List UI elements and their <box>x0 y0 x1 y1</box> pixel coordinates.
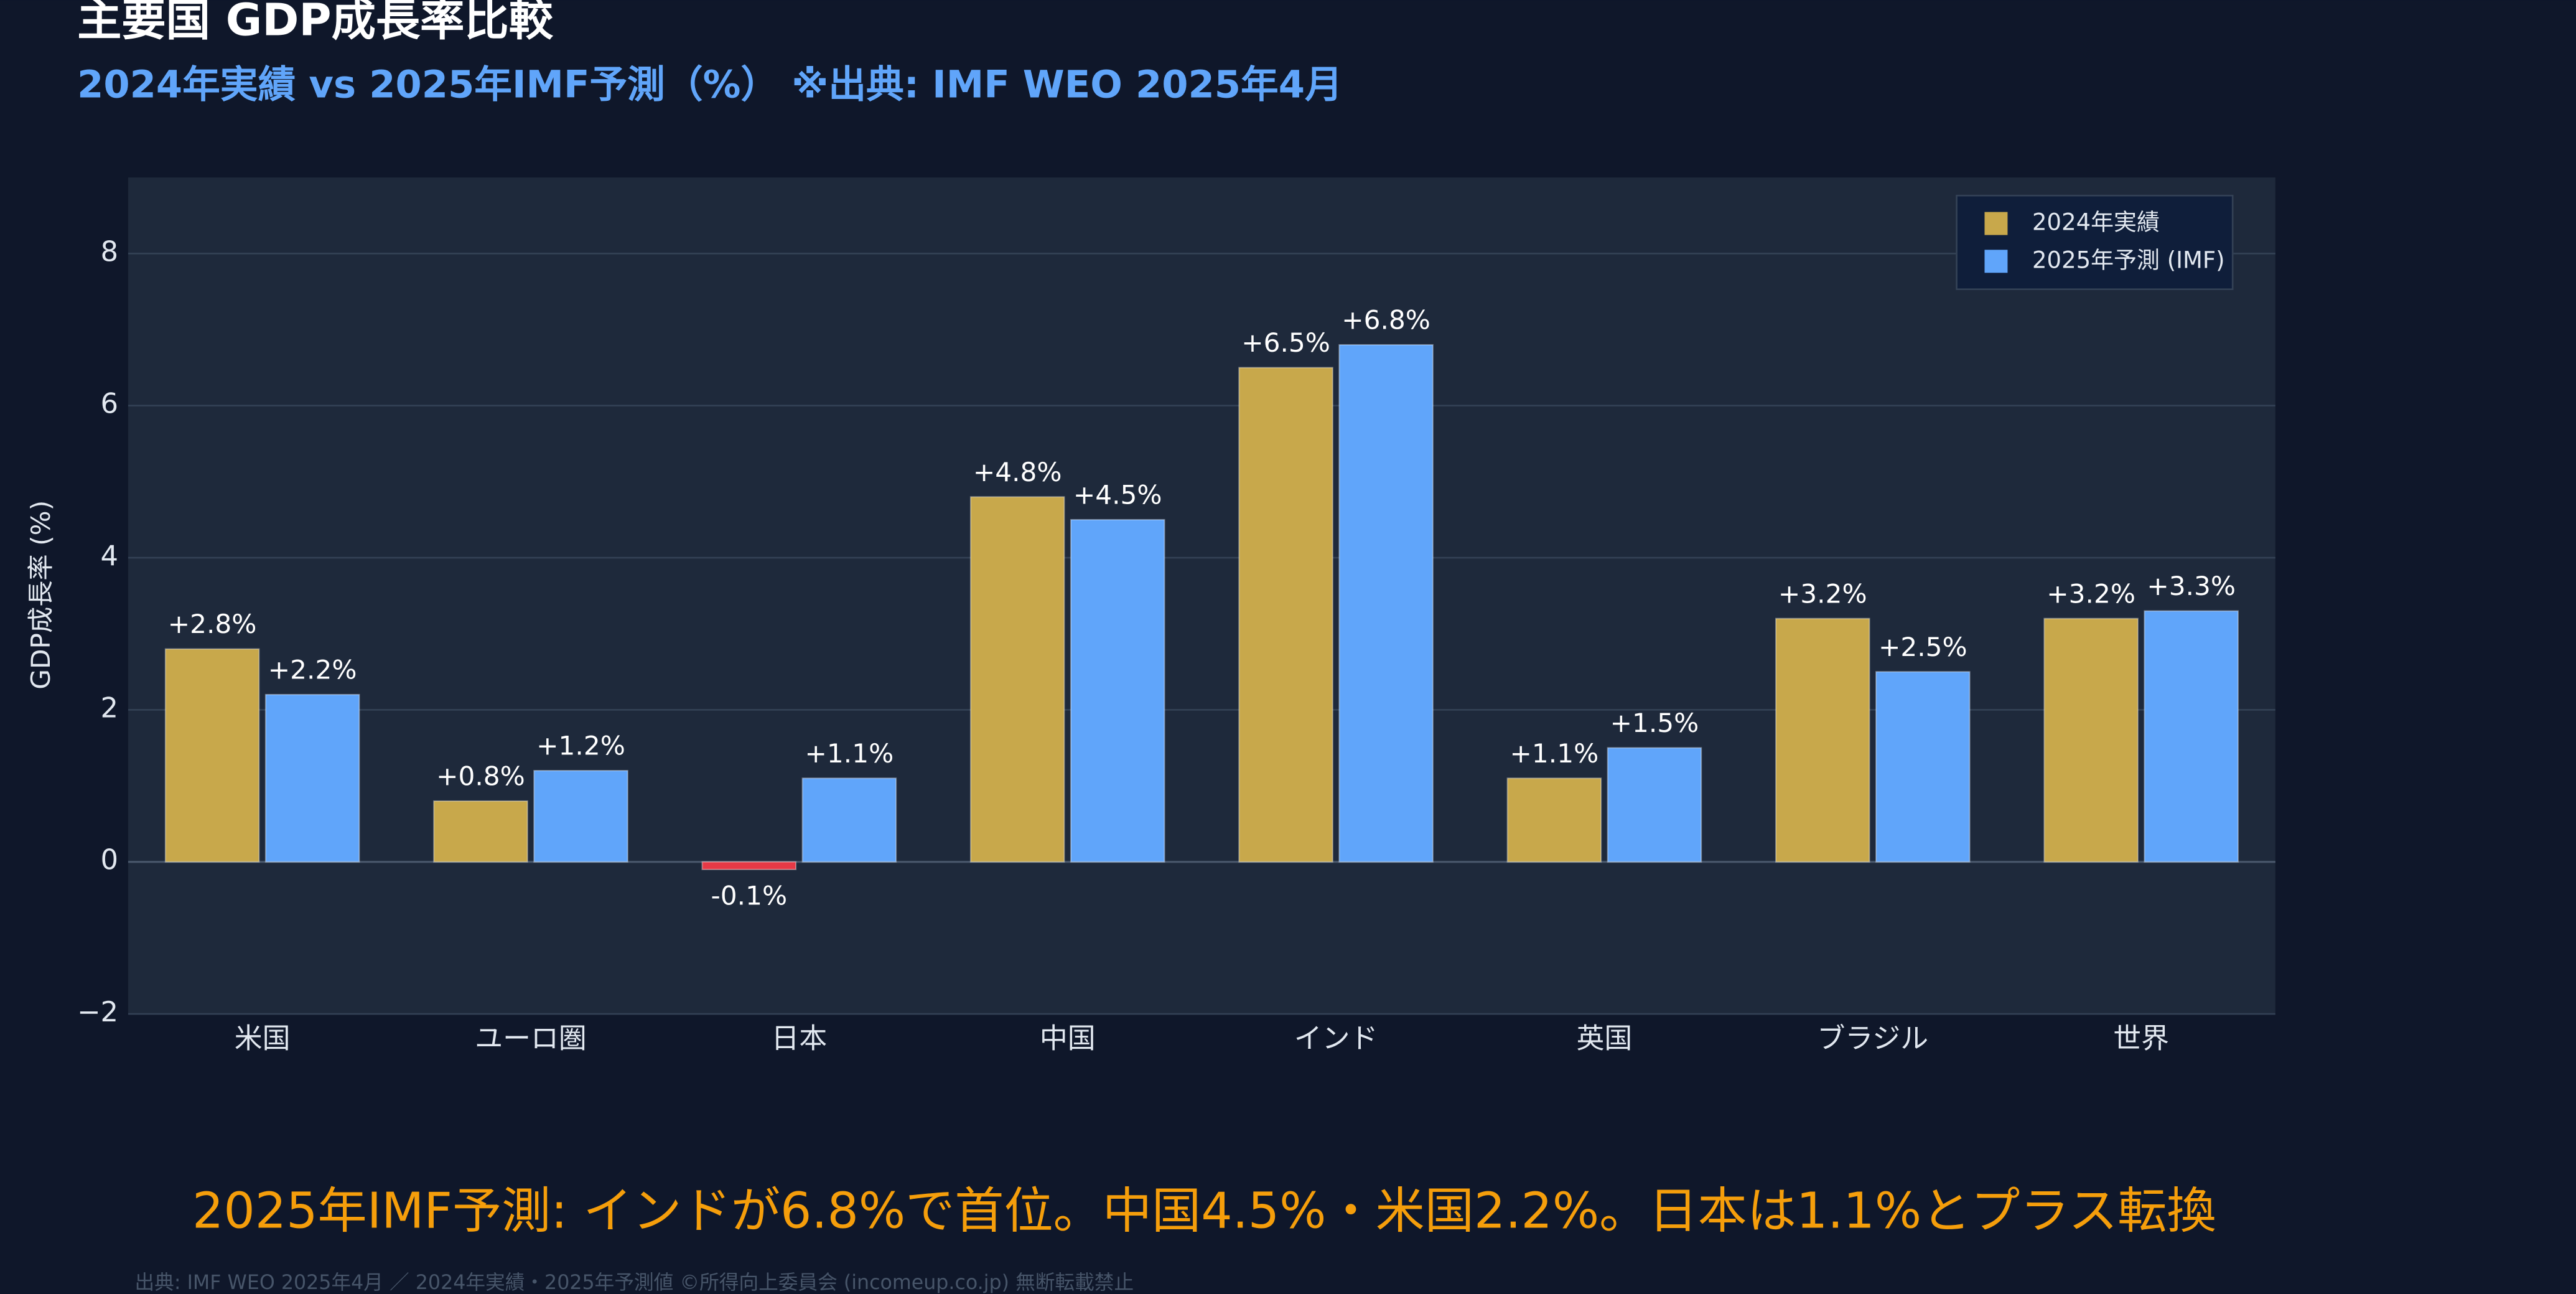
y-tick-label: 8 <box>101 235 119 268</box>
bar <box>433 800 528 863</box>
x-tick-label: 英国 <box>1577 1021 1633 1054</box>
value-label: +6.8% <box>1342 304 1430 335</box>
value-label: -0.1% <box>711 880 788 911</box>
bar <box>1875 671 1971 863</box>
bar <box>969 496 1065 863</box>
bar <box>2144 610 2239 863</box>
value-label: +0.8% <box>436 761 525 792</box>
bar <box>1506 777 1602 863</box>
bar <box>1607 747 1702 863</box>
value-label: +2.2% <box>268 654 357 685</box>
y-tick-label: 4 <box>101 539 119 572</box>
annotation: 2025年IMF予測: インドが6.8%で首位。中国4.5%・米国2.2%。日本… <box>192 1182 2216 1240</box>
y-tick-label: 0 <box>101 843 119 876</box>
value-label: +1.2% <box>536 731 625 761</box>
x-tick-label: インド <box>1294 1021 1378 1054</box>
bar <box>1775 617 1870 863</box>
bar <box>701 861 797 871</box>
y-tick-label: 6 <box>101 387 119 420</box>
bar <box>164 648 260 863</box>
x-tick-label: ブラジル <box>1817 1021 1928 1054</box>
legend-swatch <box>1984 250 2008 273</box>
bar <box>1070 518 1165 863</box>
value-label: +1.1% <box>805 738 894 769</box>
bar <box>264 693 360 863</box>
value-label: +3.3% <box>2147 571 2236 601</box>
legend-label: 2025年予測 (IMF) <box>2032 246 2225 273</box>
subtitle: 2024年実績 vs 2025年IMF予測（%） ※出典: IMF WEO 20… <box>77 63 1343 107</box>
footer: 出典: IMF WEO 2025年4月 ／ 2024年実績・2025年予測値 ©… <box>135 1272 1134 1294</box>
bar <box>533 770 628 863</box>
legend-label: 2024年実績 <box>2032 209 2160 236</box>
value-label: +2.8% <box>168 609 257 639</box>
bar <box>1238 367 1333 863</box>
legend-box <box>1956 194 2234 291</box>
bar <box>1338 344 1434 863</box>
x-tick-label: 日本 <box>771 1021 827 1054</box>
legend-swatch <box>1984 212 2008 235</box>
value-label: +2.5% <box>1878 632 1967 662</box>
value-label: +1.5% <box>1610 708 1699 738</box>
value-label: +6.5% <box>1241 327 1330 358</box>
bar <box>2043 617 2139 863</box>
y-axis-label: GDP成長率 (%) <box>26 500 56 690</box>
value-label: +1.1% <box>1510 738 1599 769</box>
y-tick-label: 2 <box>101 691 119 724</box>
value-label: +3.2% <box>2046 578 2135 609</box>
value-label: +4.5% <box>1073 479 1162 510</box>
x-tick-label: ユーロ圏 <box>475 1021 587 1054</box>
x-tick-label: 米国 <box>235 1021 291 1054</box>
bar <box>801 777 897 863</box>
y-tick-label: −2 <box>77 995 118 1028</box>
chart-title: 主要国 GDP成長率比較 <box>77 0 554 46</box>
plot-area <box>128 177 2275 1015</box>
value-label: +3.2% <box>1778 578 1867 609</box>
x-tick-label: 世界 <box>2113 1021 2169 1054</box>
x-tick-label: 中国 <box>1040 1021 1096 1054</box>
value-label: +4.8% <box>973 457 1062 487</box>
